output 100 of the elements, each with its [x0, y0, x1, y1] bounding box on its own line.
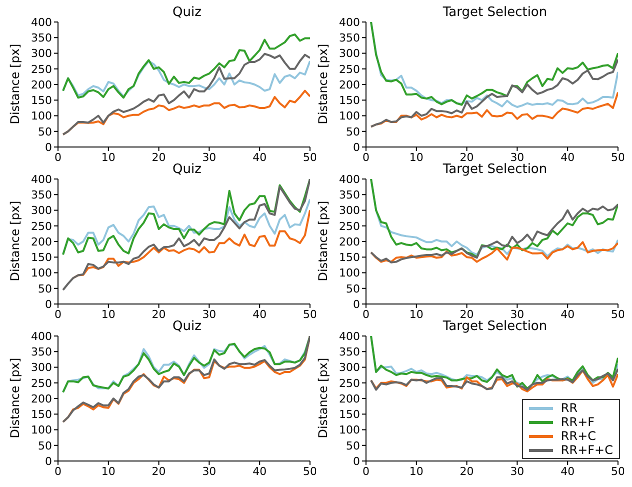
y-tick-label: 350 [339, 188, 360, 202]
y-tick-label: 400 [339, 172, 360, 186]
y-tick-label: 350 [339, 346, 360, 359]
line-series [62, 198, 310, 255]
y-tick-label: 150 [31, 251, 52, 264]
x-tick-label: 40 [252, 464, 267, 478]
line-series [370, 204, 618, 264]
y-axis-title: Distance [px] [316, 200, 330, 282]
legend-label: RR+C [560, 429, 596, 443]
line-series [62, 336, 310, 423]
y-tick-label: 150 [31, 94, 52, 108]
x-tick-label: 50 [303, 308, 317, 321]
x-tick-label: 30 [202, 464, 216, 478]
x-tick-label: 50 [303, 464, 317, 478]
y-tick-label: 300 [339, 204, 360, 218]
y-tick-label: 100 [31, 424, 52, 437]
y-tick-label: 150 [339, 408, 360, 422]
y-tick-label: 300 [31, 47, 52, 60]
x-tick-label: 10 [409, 464, 424, 478]
line-series [62, 179, 310, 256]
y-tick-label: 100 [339, 110, 360, 123]
y-tick-label: 200 [339, 78, 360, 92]
x-tick-label: 10 [101, 464, 116, 478]
x-tick-label: 30 [510, 464, 524, 478]
x-tick-label: 20 [152, 308, 166, 321]
y-tick-label: 150 [31, 408, 52, 422]
y-tick-label: 150 [339, 251, 360, 264]
y-tick-label: 100 [31, 110, 52, 123]
y-axis-title: Distance [px] [8, 44, 22, 124]
x-tick-label: 50 [611, 150, 625, 164]
chart-title: Quiz [172, 319, 202, 334]
y-tick-label: 350 [339, 32, 360, 45]
y-axis-title: Distance [px] [316, 358, 330, 438]
x-tick-label: 10 [409, 308, 424, 321]
x-tick-label: 20 [152, 150, 166, 164]
legend-label: RR [560, 401, 578, 415]
x-tick-label: 0 [362, 150, 370, 164]
line-series [62, 34, 310, 99]
x-tick-label: 0 [54, 150, 62, 164]
y-tick-label: 200 [31, 78, 52, 92]
y-tick-label: 200 [31, 392, 52, 406]
x-tick-label: 0 [362, 308, 370, 321]
y-tick-label: 0 [353, 454, 360, 468]
y-tick-label: 400 [339, 16, 360, 29]
y-tick-label: 350 [31, 188, 52, 202]
x-tick-label: 30 [510, 150, 524, 164]
y-tick-label: 50 [38, 439, 52, 452]
x-tick-label: 20 [460, 464, 474, 478]
line-series [370, 179, 618, 258]
y-tick-label: 50 [38, 282, 52, 296]
y-axis-title: Distance [px] [8, 358, 22, 438]
y-tick-label: 150 [339, 94, 360, 108]
y-tick-label: 250 [339, 376, 360, 390]
y-tick-label: 200 [339, 392, 360, 406]
y-tick-label: 400 [31, 330, 52, 343]
x-tick-label: 10 [101, 150, 116, 164]
y-tick-label: 0 [353, 140, 360, 154]
legend-label: RR+F+C [560, 443, 613, 457]
x-tick-label: 30 [202, 308, 216, 321]
y-tick-label: 100 [339, 266, 360, 280]
x-tick-label: 50 [611, 308, 625, 321]
y-tick-label: 250 [31, 62, 52, 76]
x-tick-label: 50 [611, 464, 625, 478]
x-tick-label: 0 [54, 308, 62, 321]
x-tick-label: 20 [460, 150, 474, 164]
y-axis-title: Distance [px] [316, 44, 330, 124]
x-tick-label: 50 [303, 150, 317, 164]
line-series [370, 58, 618, 128]
x-tick-label: 20 [152, 464, 166, 478]
y-tick-label: 300 [339, 361, 360, 374]
x-tick-label: 20 [460, 308, 474, 321]
legend-label: RR+F [560, 415, 595, 429]
y-tick-label: 300 [339, 47, 360, 60]
x-tick-label: 30 [202, 150, 216, 164]
chart-title: Target Selection [442, 162, 548, 177]
y-tick-label: 200 [31, 235, 52, 248]
x-tick-label: 10 [409, 150, 424, 164]
line-series [62, 336, 310, 394]
x-tick-label: 40 [560, 464, 575, 478]
y-tick-label: 50 [38, 125, 52, 138]
y-tick-label: 300 [31, 204, 52, 218]
y-tick-label: 50 [346, 439, 360, 452]
y-tick-label: 50 [346, 125, 360, 138]
y-tick-label: 50 [346, 282, 360, 296]
x-tick-label: 30 [510, 308, 524, 321]
y-tick-label: 0 [45, 140, 52, 154]
y-tick-label: 350 [31, 32, 52, 45]
chart-title: Target Selection [442, 5, 548, 20]
chart-title: Target Selection [442, 319, 548, 334]
y-tick-label: 250 [339, 220, 360, 233]
x-tick-label: 40 [252, 308, 267, 321]
y-tick-label: 400 [31, 172, 52, 186]
x-tick-label: 0 [54, 464, 62, 478]
y-tick-label: 400 [31, 16, 52, 29]
line-series [62, 179, 310, 291]
x-tick-label: 40 [560, 308, 575, 321]
y-tick-label: 250 [339, 62, 360, 76]
chart-title: Quiz [172, 162, 202, 177]
y-tick-label: 100 [31, 266, 52, 280]
y-tick-label: 350 [31, 346, 52, 359]
